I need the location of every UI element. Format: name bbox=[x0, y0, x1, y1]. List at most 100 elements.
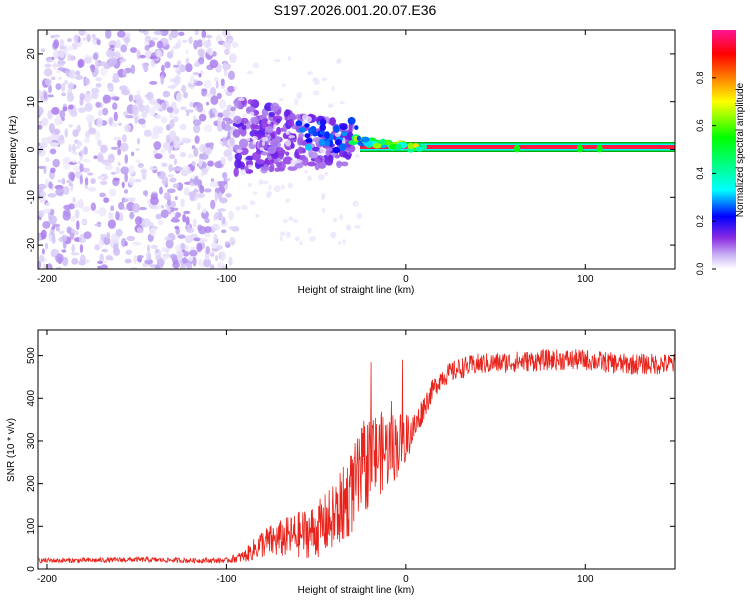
noise-blob bbox=[213, 233, 218, 242]
transition-blob bbox=[287, 119, 295, 127]
onset-peak bbox=[339, 124, 348, 131]
noise-blob bbox=[50, 76, 56, 81]
noise-blob bbox=[226, 193, 232, 198]
onset-peak bbox=[324, 131, 330, 140]
noise-blob bbox=[129, 211, 135, 220]
noise-blob bbox=[171, 216, 179, 223]
noise-blob bbox=[120, 166, 130, 175]
onset-peak bbox=[341, 131, 348, 137]
transition-blob bbox=[285, 151, 290, 156]
noise-blob bbox=[189, 249, 198, 257]
transition-blob bbox=[260, 151, 269, 156]
noise-blob bbox=[76, 140, 83, 147]
noise-blob bbox=[318, 173, 325, 181]
noise-blob bbox=[223, 177, 231, 182]
noise-blob bbox=[39, 191, 47, 198]
noise-blob bbox=[246, 137, 251, 142]
noise-blob bbox=[96, 117, 103, 128]
noise-blob bbox=[160, 116, 168, 124]
noise-blob bbox=[150, 244, 158, 250]
noise-blob bbox=[44, 78, 52, 86]
noise-blob bbox=[52, 249, 58, 257]
noise-blob bbox=[209, 181, 219, 188]
noise-blob bbox=[180, 198, 185, 208]
noise-blob bbox=[96, 39, 101, 46]
noise-blob bbox=[144, 35, 152, 42]
noise-blob bbox=[68, 82, 74, 90]
noise-blob bbox=[144, 104, 150, 114]
snr-panel: -200 -100 0 100 0 100 200 300 400 500 Height of s… bbox=[6, 329, 676, 596]
noise-blob bbox=[136, 227, 143, 233]
noise-blob bbox=[322, 207, 326, 214]
noise-blob bbox=[324, 171, 329, 176]
noise-blob bbox=[192, 124, 201, 134]
noise-blob bbox=[170, 30, 179, 39]
noise-blob bbox=[117, 30, 126, 38]
noise-blob bbox=[192, 119, 202, 126]
noise-blob bbox=[229, 53, 237, 63]
noise-blob bbox=[113, 243, 119, 252]
noise-blob bbox=[164, 61, 171, 69]
noise-blob bbox=[69, 69, 76, 79]
noise-blob bbox=[182, 213, 187, 223]
noise-blob bbox=[221, 120, 226, 130]
noise-blob bbox=[142, 190, 148, 196]
transition-blob bbox=[276, 118, 281, 124]
noise-blob bbox=[125, 249, 133, 255]
noise-blob bbox=[163, 141, 171, 151]
noise-blob bbox=[68, 182, 73, 187]
noise-blob bbox=[196, 192, 206, 199]
noise-blob bbox=[165, 238, 174, 249]
noise-blob bbox=[71, 151, 80, 156]
noise-blob bbox=[83, 146, 88, 155]
noise-blob bbox=[85, 130, 91, 140]
spectrogram-peaks bbox=[295, 117, 603, 154]
noise-blob bbox=[210, 178, 215, 183]
noise-blob bbox=[42, 220, 51, 229]
noise-blob bbox=[38, 89, 42, 99]
noise-blob bbox=[113, 51, 121, 59]
noise-blob bbox=[107, 153, 115, 164]
noise-blob bbox=[261, 141, 266, 146]
transition-blob bbox=[287, 166, 298, 171]
noise-blob bbox=[203, 124, 213, 133]
noise-blob bbox=[52, 49, 60, 60]
noise-blob bbox=[181, 85, 187, 93]
noise-blob bbox=[192, 72, 200, 76]
noise-blob bbox=[50, 34, 56, 39]
noise-blob bbox=[207, 160, 214, 167]
noise-blob bbox=[109, 57, 117, 66]
snr-xlabel: Height of straight line (km) bbox=[298, 585, 415, 596]
onset-peak bbox=[347, 117, 356, 125]
noise-blob bbox=[96, 154, 104, 163]
transition-blob bbox=[233, 167, 239, 178]
noise-blob bbox=[79, 254, 86, 264]
noise-blob bbox=[183, 210, 191, 215]
noise-blob bbox=[38, 124, 43, 130]
noise-blob bbox=[84, 177, 89, 186]
noise-blob bbox=[194, 62, 201, 67]
noise-blob bbox=[204, 226, 212, 234]
transition-blob bbox=[265, 126, 274, 134]
noise-blob bbox=[152, 125, 162, 135]
onset-peak bbox=[319, 118, 327, 126]
noise-blob bbox=[41, 117, 49, 127]
noise-blob bbox=[169, 77, 174, 83]
noise-blob bbox=[307, 71, 313, 76]
noise-blob bbox=[149, 227, 157, 237]
transition-blob bbox=[283, 156, 293, 165]
noise-blob bbox=[217, 112, 224, 118]
noise-blob bbox=[144, 259, 154, 265]
noise-blob bbox=[169, 130, 177, 141]
noise-blob bbox=[146, 252, 152, 261]
x-tick-label: 0 bbox=[403, 574, 409, 585]
noise-blob bbox=[319, 147, 326, 154]
noise-blob bbox=[197, 57, 205, 65]
noise-blob bbox=[287, 55, 291, 62]
x-tick-label: -100 bbox=[216, 574, 236, 585]
noise-blob bbox=[307, 175, 312, 182]
noise-blob bbox=[72, 159, 77, 163]
y-tick-label: 20 bbox=[26, 48, 37, 60]
transition-blob bbox=[302, 156, 309, 167]
noise-blob bbox=[174, 225, 180, 230]
